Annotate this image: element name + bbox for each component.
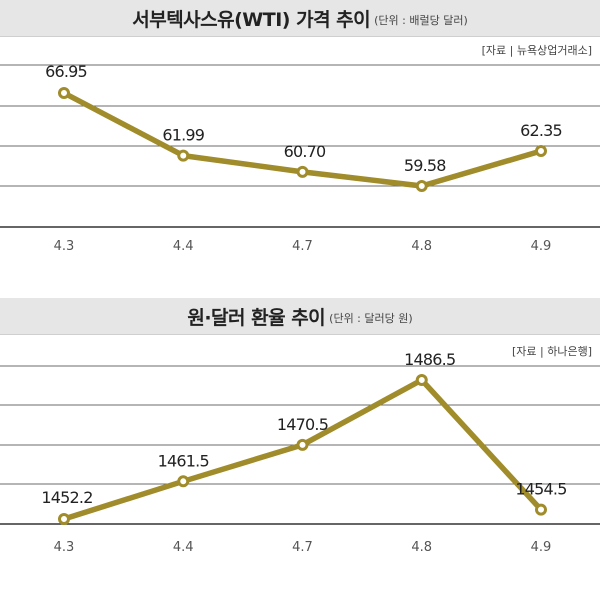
x-tick-label: 4.9 bbox=[531, 239, 552, 254]
wti-title-bar bbox=[0, 0, 600, 37]
fx-chart-unit: (단위 : 달러당 원) bbox=[329, 312, 413, 325]
x-tick-label: 4.4 bbox=[173, 540, 194, 555]
data-label: 60.70 bbox=[284, 142, 326, 161]
data-label: 1454.5 bbox=[515, 480, 566, 499]
data-point bbox=[177, 475, 190, 488]
fx-chart-source: [자료 | 하나은행] bbox=[511, 345, 592, 358]
data-label: 61.99 bbox=[162, 126, 204, 145]
data-label: 1486.5 bbox=[404, 350, 455, 369]
data-point bbox=[296, 438, 309, 451]
wti-chart-panel: 서부텍사스유(WTI) 가격 추이 (단위 : 배럴당 달러) [자료 | 뉴욕… bbox=[0, 0, 600, 290]
data-label: 1470.5 bbox=[277, 415, 328, 434]
data-point bbox=[415, 374, 428, 386]
x-tick-label: 4.3 bbox=[54, 239, 75, 254]
x-tick-label: 4.3 bbox=[54, 540, 75, 555]
data-label: 62.35 bbox=[520, 121, 562, 140]
wti-chart-source: [자료 | 뉴욕상업거래소] bbox=[481, 44, 592, 57]
data-point bbox=[415, 180, 428, 192]
data-point bbox=[535, 145, 547, 158]
fx-chart-panel: 원·달러 환율 추이 (단위 : 달러당 원) [자료 | 하나은행] 1452… bbox=[0, 298, 600, 594]
data-label: 66.95 bbox=[45, 62, 87, 81]
wti-chart-unit: (단위 : 배럴당 달러) bbox=[374, 14, 468, 27]
x-tick-label: 4.8 bbox=[411, 239, 432, 254]
fx-chart-title: 원·달러 환율 추이 bbox=[187, 306, 326, 329]
data-label: 59.58 bbox=[404, 156, 446, 175]
data-label: 1461.5 bbox=[158, 451, 209, 470]
x-tick-label: 4.8 bbox=[411, 540, 432, 555]
fx-line-chart: 1452.2 1461.5 1470.5 1486.5 1454.5 4.3 4.4 4.7 4… bbox=[0, 350, 600, 555]
data-point bbox=[177, 149, 190, 162]
x-tick-label: 4.7 bbox=[292, 540, 313, 555]
data-point bbox=[535, 503, 547, 516]
fx-title-bar bbox=[0, 298, 600, 335]
x-tick-label: 4.9 bbox=[531, 540, 552, 555]
wti-chart-title: 서부텍사스유(WTI) 가격 추이 bbox=[132, 8, 371, 31]
wti-line-chart: 66.95 61.99 60.70 59.58 62.35 4.3 4.4 4.7 4.8 4.9 bbox=[0, 62, 600, 254]
x-tick-label: 4.4 bbox=[173, 239, 194, 254]
data-point bbox=[296, 165, 309, 178]
data-point bbox=[58, 513, 70, 525]
data-point bbox=[58, 87, 70, 99]
x-tick-label: 4.7 bbox=[292, 239, 313, 254]
data-label: 1452.2 bbox=[41, 488, 92, 507]
